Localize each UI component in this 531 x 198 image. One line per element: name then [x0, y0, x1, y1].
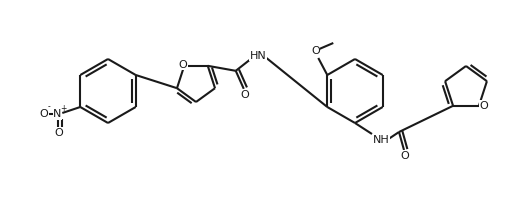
Text: N: N: [53, 109, 62, 119]
Text: NH: NH: [373, 135, 389, 145]
Text: O: O: [39, 109, 48, 119]
Text: O: O: [241, 90, 249, 100]
Text: O: O: [179, 60, 187, 70]
Text: O: O: [400, 151, 409, 161]
Text: HN: HN: [250, 51, 266, 61]
Text: O: O: [311, 46, 320, 56]
Text: O: O: [54, 128, 63, 138]
Text: O: O: [479, 101, 489, 111]
Text: +: +: [60, 104, 66, 112]
Text: -: -: [48, 103, 50, 111]
